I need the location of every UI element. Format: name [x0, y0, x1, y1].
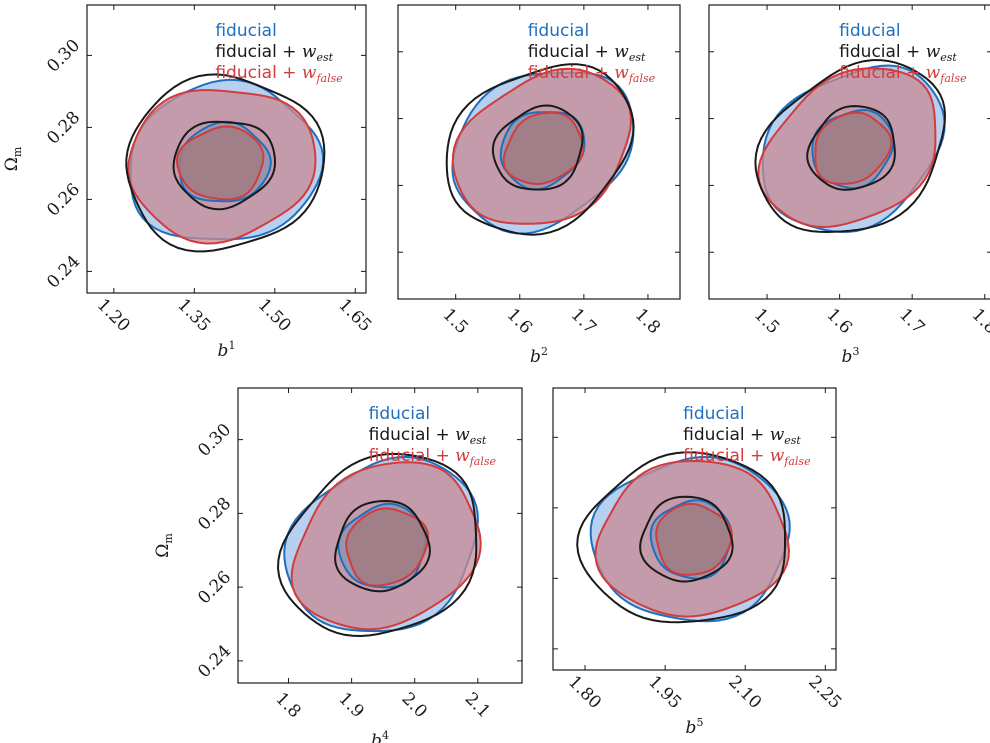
x-axis-label: b1 [218, 339, 236, 361]
x-tick-label: 1.20 [93, 295, 134, 336]
x-tick-label: 1.65 [334, 295, 375, 336]
legend-entry-1: fiducial [528, 21, 589, 41]
x-tick-label: 1.7 [567, 305, 600, 338]
x-tick-label: 1.80 [564, 672, 605, 713]
contour-inner-3 [814, 111, 893, 185]
legend-entry-3: fiducial + wfalse [528, 63, 656, 85]
y-axis-label: Ωm [153, 533, 175, 558]
contour-inner-3 [655, 502, 733, 576]
contour-inner-2 [172, 120, 277, 211]
x-tick-label: 2.25 [804, 672, 845, 713]
y-tick-label: 0.30 [194, 420, 235, 461]
contour-inner-2 [491, 104, 584, 191]
x-tick-label: 1.35 [173, 295, 214, 336]
x-axis-label: b3 [842, 345, 860, 367]
contour-inner-2 [334, 499, 431, 593]
x-tick-label: 1.8 [968, 305, 990, 338]
x-tick-label: 2.1 [461, 689, 494, 722]
x-tick-label: 1.6 [503, 305, 536, 338]
x-tick-label: 1.5 [439, 305, 472, 338]
legend-entry-1: fiducial [683, 404, 744, 424]
y-tick-label: 0.28 [43, 108, 84, 149]
x-tick-label: 1.8 [631, 305, 664, 338]
contour-inner-3 [345, 507, 430, 587]
y-tick-label: 0.24 [43, 252, 84, 293]
x-axis-label: b4 [371, 729, 389, 743]
legend-entry-2: fiducial + west [683, 425, 801, 447]
legend-entry-1: fiducial [839, 21, 900, 41]
x-tick-label: 2.10 [724, 672, 765, 713]
contour-inner-3 [175, 125, 265, 201]
x-tick-label: 1.8 [271, 689, 304, 722]
legend-entry-3: fiducial + wfalse [215, 63, 343, 85]
legend-entry-1: fiducial [215, 21, 276, 41]
x-tick-label: 2.0 [398, 689, 431, 722]
x-tick-label: 1.5 [750, 305, 783, 338]
legend-entry-1: fiducial [369, 404, 430, 424]
y-tick-label: 0.26 [194, 567, 235, 608]
legend-entry-3: fiducial + wfalse [369, 446, 497, 468]
x-tick-label: 1.95 [644, 672, 685, 713]
y-tick-label: 0.28 [194, 494, 235, 535]
y-tick-label: 0.30 [43, 36, 84, 77]
contour-outer-2 [754, 59, 947, 234]
y-tick-label: 0.26 [43, 180, 84, 221]
x-tick-label: 1.7 [895, 305, 928, 338]
x-tick-label: 1.6 [823, 305, 856, 338]
y-axis-label: Ωm [2, 146, 24, 171]
legend-entry-2: fiducial + west [215, 42, 333, 64]
x-tick-label: 1.50 [254, 295, 295, 336]
contour-outer-2 [276, 452, 478, 638]
legend-entry-2: fiducial + west [528, 42, 646, 64]
contour-inner-2 [639, 495, 734, 583]
x-tick-label: 1.9 [335, 689, 368, 722]
legend-entry-2: fiducial + west [839, 42, 957, 64]
contour-inner-2 [806, 105, 896, 191]
panel-4: 0.24 0.26 0.28 0.30 1.8 1.9 2.0 2.1 b4 Ωm fiducial… [153, 387, 523, 743]
contour-outer-2 [445, 63, 635, 236]
x-axis-label: b2 [530, 345, 548, 367]
panel-1: 0.24 0.26 0.28 0.30 1.20 1.35 1.50 1.65 b1 Ωm fidu… [2, 4, 375, 361]
legend-entry-3: fiducial + wfalse [683, 446, 811, 468]
legend-entry-3: fiducial + wfalse [839, 63, 967, 85]
x-axis-label: b5 [686, 716, 704, 738]
contour-outer-2 [576, 451, 786, 624]
contour-outer-2 [125, 73, 326, 253]
y-tick-label: 0.24 [194, 641, 235, 682]
legend-entry-2: fiducial + west [369, 425, 487, 447]
